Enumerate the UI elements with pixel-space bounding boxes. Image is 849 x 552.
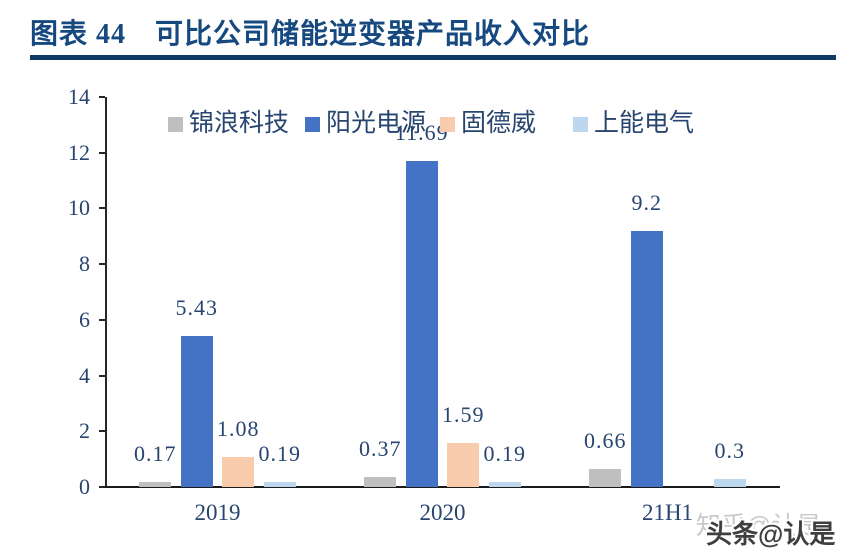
legend-label: 上能电气 — [594, 110, 695, 137]
bar-value-label: 0.3 — [714, 437, 745, 463]
watermark: 知乎@认是 头条@认是 — [696, 504, 849, 550]
bar-21H1-s1 — [630, 230, 663, 487]
legend-label: 阳光电源 — [326, 110, 427, 137]
x-axis-category-label: 2019 — [194, 500, 241, 525]
watermark-front-text: 头条@认是 — [706, 519, 836, 549]
bar-value-label: 0.17 — [134, 441, 177, 467]
bar-2019-s1 — [180, 335, 213, 487]
x-axis-line — [105, 486, 780, 488]
y-axis-tick-label: 12 — [68, 139, 90, 165]
legend-label: 锦浪科技 — [189, 110, 290, 137]
bar-value-label: 1.59 — [442, 401, 485, 427]
y-axis-tick — [99, 96, 105, 98]
bar-value-label: 0.19 — [483, 440, 526, 466]
bar-2019-s3 — [263, 481, 296, 487]
bar-value-label: 5.43 — [175, 294, 218, 320]
bar-value-label: 0.37 — [359, 435, 402, 461]
y-axis-tick — [99, 318, 105, 321]
bar-value-label: 9.2 — [631, 189, 662, 215]
bar-2020-s0 — [364, 476, 397, 487]
bar-21H1-s3 — [713, 478, 746, 487]
watermark-back-text: 知乎@认是 — [696, 512, 822, 540]
bar-value-label: 1.08 — [217, 415, 260, 441]
y-axis-tick — [99, 430, 105, 433]
y-axis-line — [105, 97, 107, 487]
y-axis-tick — [99, 151, 105, 154]
bar-2020-s1 — [405, 161, 438, 487]
y-axis-tick-label: 10 — [68, 195, 90, 221]
bar-2019-s2 — [222, 456, 255, 487]
y-axis-tick-label: 2 — [79, 418, 90, 444]
bar-value-label: 0.19 — [258, 440, 301, 466]
legend-label: 固德威 — [461, 110, 537, 137]
bar-2020-s3 — [488, 481, 521, 487]
bar-2020-s2 — [447, 442, 480, 487]
legend-swatch-icon — [305, 117, 320, 132]
legend-swatch-icon — [573, 117, 588, 132]
bar-21H1-s0 — [589, 468, 622, 487]
bar-value-label: 11.69 — [394, 120, 449, 146]
y-axis-tick — [99, 486, 105, 488]
x-axis-category-label: 21H1 — [641, 500, 694, 525]
y-axis-tick — [99, 374, 105, 377]
y-axis-tick-label: 0 — [79, 474, 90, 499]
y-axis-tick — [99, 207, 105, 210]
title-underline — [30, 55, 836, 60]
y-axis-tick-label: 4 — [79, 362, 90, 388]
bar-2019-s0 — [139, 482, 172, 487]
y-axis-tick-label: 8 — [79, 251, 90, 277]
figure-title: 图表 44 可比公司储能逆变器产品收入对比 — [30, 19, 591, 50]
bar-value-label: 0.66 — [584, 427, 627, 453]
y-axis-tick-label: 6 — [79, 306, 90, 332]
legend-swatch-icon — [168, 117, 183, 132]
y-axis-tick — [99, 263, 105, 266]
x-axis-category-label: 2020 — [419, 500, 466, 525]
y-axis-tick-label: 14 — [68, 84, 90, 109]
legend-swatch-icon — [440, 117, 455, 132]
